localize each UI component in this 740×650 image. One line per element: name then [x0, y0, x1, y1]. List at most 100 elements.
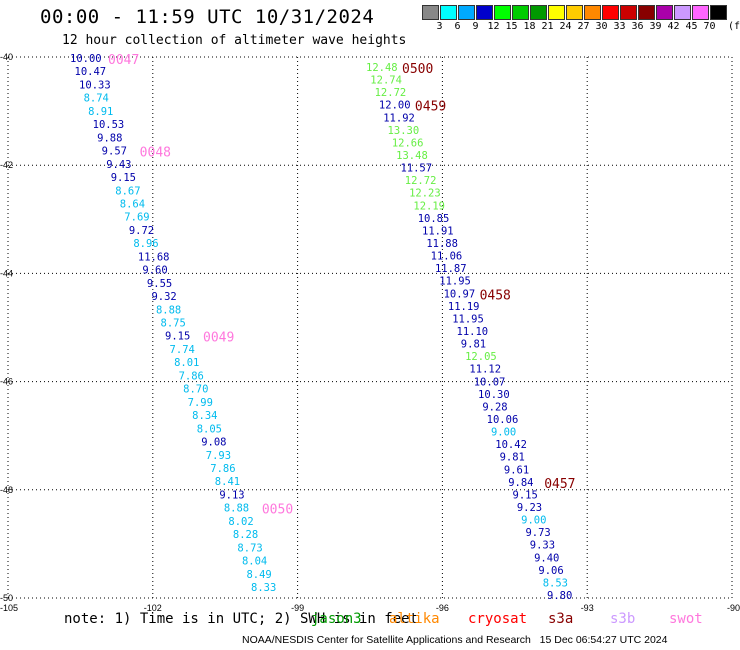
wave-height-label: 10.33 — [79, 79, 111, 91]
wave-height-label: 12.66 — [392, 137, 424, 149]
color-scale-label: 6 — [454, 21, 461, 32]
color-scale-swatch — [440, 5, 457, 20]
wave-height-label: 9.23 — [517, 502, 542, 514]
wave-height-label: 8.88 — [224, 503, 249, 515]
wave-height-label: 8.75 — [161, 318, 186, 330]
color-scale-swatch — [458, 5, 475, 20]
color-scale-swatch — [566, 5, 583, 20]
color-scale-label: 12 — [487, 21, 500, 32]
wave-height-label: 9.15 — [165, 331, 190, 343]
wave-height-label: 8.49 — [246, 569, 271, 581]
wave-height-label: 9.88 — [97, 132, 122, 144]
satellite-legend-item: altika — [389, 611, 440, 627]
color-scale-swatch — [530, 5, 547, 20]
wave-height-label: 8.74 — [84, 93, 109, 105]
wave-height-label: 7.93 — [206, 450, 231, 462]
satellite-legend-item: cryosat — [468, 611, 528, 627]
wave-height-label: 8.64 — [120, 198, 145, 210]
wave-height-label: 8.02 — [228, 516, 253, 528]
wave-height-label: 8.05 — [197, 423, 222, 435]
wave-height-label: 12.00 — [379, 100, 411, 112]
color-scale-swatch — [512, 5, 529, 20]
wave-height-label: 11.91 — [422, 225, 454, 237]
color-scale-label: 27 — [577, 21, 590, 32]
wave-height-label: 12.05 — [465, 351, 497, 363]
wave-height-label: 10.06 — [487, 414, 519, 426]
map-title: 00:00 - 11:59 UTC 10/31/2024 — [40, 6, 375, 28]
wave-height-label: 8.96 — [133, 238, 158, 250]
wave-height-label: 9.00 — [491, 427, 516, 439]
lon-tick-label: -93 — [581, 603, 594, 613]
wave-height-label: 7.86 — [210, 463, 235, 475]
wave-height-label: 9.84 — [508, 477, 533, 489]
wave-height-label: 13.30 — [388, 125, 420, 137]
color-scale-swatch — [548, 5, 565, 20]
wave-height-label: 7.74 — [170, 344, 195, 356]
color-scale-swatch — [422, 5, 439, 20]
wave-height-label: 11.06 — [431, 251, 463, 263]
wave-height-label: 9.13 — [219, 489, 244, 501]
lat-tick-label: -48 — [0, 485, 13, 495]
wave-height-label: 9.61 — [504, 464, 529, 476]
color-scale-label: 15 — [505, 21, 518, 32]
wave-height-label: 10.42 — [495, 439, 527, 451]
wave-height-label: 11.88 — [426, 238, 458, 250]
wave-height-label: 10.85 — [418, 213, 450, 225]
color-scale-swatch — [620, 5, 637, 20]
wave-height-label: 12.23 — [409, 188, 441, 200]
lon-tick-label: -102 — [144, 603, 162, 613]
wave-height-label: 8.88 — [156, 304, 181, 316]
color-scale-label: 70 — [703, 21, 716, 32]
wave-height-label: 9.33 — [530, 540, 555, 552]
color-scale-label: 18 — [523, 21, 536, 32]
wave-height-label: 12.72 — [405, 175, 437, 187]
color-scale-label: 42 — [667, 21, 680, 32]
wave-height-label: 9.00 — [521, 515, 546, 527]
color-scale-label: 24 — [559, 21, 572, 32]
wave-height-label: 10.30 — [478, 389, 510, 401]
lon-tick-label: -105 — [0, 603, 18, 613]
wave-height-label: 9.57 — [102, 146, 127, 158]
lat-tick-label: -40 — [0, 52, 13, 62]
wave-height-label: 9.28 — [482, 401, 507, 413]
wave-height-label: 8.70 — [183, 384, 208, 396]
wave-height-label: 9.15 — [111, 172, 136, 184]
wave-height-label: 11.12 — [469, 364, 501, 376]
wave-height-label: 9.72 — [129, 225, 154, 237]
color-scale-swatch — [494, 5, 511, 20]
pass-time-label: 0457 — [544, 477, 575, 492]
wave-height-label: 11.95 — [439, 276, 471, 288]
wave-height-label: 8.04 — [242, 556, 267, 568]
wave-height-label: 8.67 — [115, 185, 140, 197]
wave-height-label: 9.60 — [142, 265, 167, 277]
color-scale-swatch — [602, 5, 619, 20]
footer-credit: NOAA/NESDIS Center for Satellite Applica… — [242, 634, 668, 646]
wave-height-label: 10.00 — [70, 53, 102, 65]
wave-height-label: 9.06 — [538, 565, 563, 577]
satellite-legend-item: s3b — [610, 611, 636, 627]
wave-height-label: 9.15 — [513, 489, 538, 501]
pass-time-label: 0050 — [262, 503, 293, 518]
wave-height-label: 11.19 — [448, 301, 480, 313]
color-scale-swatch — [656, 5, 673, 20]
wave-height-label: 11.95 — [452, 313, 484, 325]
color-scale-swatch — [674, 5, 691, 20]
color-scale-label: 9 — [472, 21, 479, 32]
wave-height-label: 11.68 — [138, 251, 170, 263]
wave-height-label: 9.81 — [500, 452, 525, 464]
lat-tick-label: -46 — [0, 377, 13, 387]
color-scale-swatch — [476, 5, 493, 20]
lat-tick-label: -42 — [0, 160, 13, 170]
color-scale-label: 30 — [595, 21, 608, 32]
wave-height-label: 7.99 — [188, 397, 213, 409]
lat-tick-label: -50 — [0, 593, 13, 603]
wave-height-label: 8.53 — [543, 577, 568, 589]
wave-height-label: 7.69 — [124, 212, 149, 224]
color-scale-label: 39 — [649, 21, 662, 32]
wave-height-label: 9.55 — [147, 278, 172, 290]
pass-time-label: 0049 — [203, 331, 234, 346]
satellite-legend-item: s3a — [548, 611, 574, 627]
pass-time-label: 0500 — [402, 62, 433, 77]
wave-height-label: 9.81 — [461, 339, 486, 351]
